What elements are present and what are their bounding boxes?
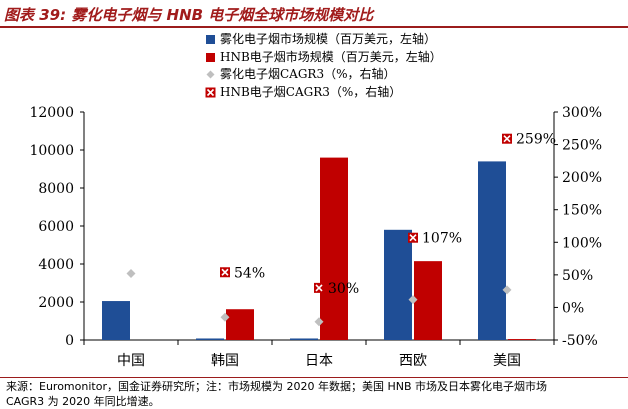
chart-title: 图表 39: 雾化电子烟与 HNB 电子烟全球市场规模对比 xyxy=(4,6,374,24)
right-axis-tick-label: 300% xyxy=(562,105,602,121)
legend-label: 雾化电子烟CAGR3（%，右轴） xyxy=(220,67,396,81)
left-axis-tick-label: 0 xyxy=(65,333,74,349)
marker-vapor-cagr xyxy=(126,269,136,279)
left-axis-tick-label: 12000 xyxy=(29,105,74,121)
left-axis-tick-label: 6000 xyxy=(38,219,74,235)
source-note-line2: CAGR3 为 2020 年同比增速。 xyxy=(6,395,160,408)
source-note-line1: 来源：Euromonitor，国金证券研究所；注：市场规模为 2020 年数据；… xyxy=(6,380,547,393)
marker-vapor-cagr xyxy=(408,295,418,305)
data-label-hnb-cagr: 107% xyxy=(422,231,462,247)
legend-item-vapor-size: 雾化电子烟市场规模（百万美元，左轴） xyxy=(205,31,442,49)
marker-hnb-cagr-cross xyxy=(503,135,511,143)
legend-label: HNB电子烟CAGR3（%，右轴） xyxy=(220,84,402,99)
legend: 雾化电子烟市场规模（百万美元，左轴） HNB电子烟市场规模（百万美元，左轴） 雾… xyxy=(205,31,442,101)
x-axis-category-label: 美国 xyxy=(493,353,521,369)
x-axis-category-label: 韩国 xyxy=(211,353,239,369)
right-axis-tick-label: 150% xyxy=(562,203,602,219)
right-axis-tick-label: 0% xyxy=(562,300,584,316)
x-axis-category-label: 日本 xyxy=(305,353,333,369)
marker-vapor-cagr xyxy=(220,312,230,322)
bar-vapor-size xyxy=(196,338,224,340)
x-axis-category-label: 西欧 xyxy=(399,353,427,369)
right-axis-tick-label: 50% xyxy=(562,268,593,284)
chart-area: 0 2000 4000 6000 8000 10000 12000 -50% 0% 50% 100%… xyxy=(0,100,628,378)
bar-vapor-size xyxy=(102,301,130,340)
legend-swatch-diamond xyxy=(206,70,215,79)
legend-label: HNB电子烟市场规模（百万美元，左轴） xyxy=(220,49,442,64)
chart-svg: 0 2000 4000 6000 8000 10000 12000 -50% 0% 50% 100%… xyxy=(29,105,602,369)
bar-hnb-size xyxy=(508,339,536,340)
right-axis-tick-label: 250% xyxy=(562,138,602,154)
data-label-hnb-cagr: 54% xyxy=(234,265,265,281)
right-axis-tick-label: 100% xyxy=(562,235,602,251)
legend-item-hnb-size: HNB电子烟市场规模（百万美元，左轴） xyxy=(205,49,442,67)
marker-hnb-cagr-cross xyxy=(315,284,323,292)
left-axis-tick-label: 2000 xyxy=(38,295,74,311)
bar-vapor-size xyxy=(478,161,506,340)
bar-hnb-size xyxy=(414,261,442,340)
bar-vapor-size xyxy=(290,338,318,340)
marker-hnb-cagr-cross xyxy=(221,268,229,276)
legend-swatch-square-blue xyxy=(206,35,215,44)
right-axis-tick-label: 200% xyxy=(562,170,602,186)
marker-hnb-cagr-cross xyxy=(409,234,417,242)
data-label-hnb-cagr: 30% xyxy=(328,281,359,297)
left-axis-tick-label: 4000 xyxy=(38,257,74,273)
source-note: 来源：Euromonitor，国金证券研究所；注：市场规模为 2020 年数据；… xyxy=(0,377,628,409)
legend-swatch-x-square xyxy=(205,87,216,97)
left-axis-tick-label: 8000 xyxy=(38,181,74,197)
legend-item-hnb-cagr: HNB电子烟CAGR3（%，右轴） xyxy=(205,84,442,102)
legend-label: 雾化电子烟市场规模（百万美元，左轴） xyxy=(220,32,437,46)
data-label-hnb-cagr: 259% xyxy=(516,132,556,148)
bar-hnb-size xyxy=(226,309,254,340)
left-axis-tick-label: 10000 xyxy=(29,143,74,159)
bar-vapor-size xyxy=(384,229,412,340)
x-axis-category-label: 中国 xyxy=(117,353,145,369)
marker-vapor-cagr xyxy=(314,317,324,327)
title-bar: 图表 39: 雾化电子烟与 HNB 电子烟全球市场规模对比 xyxy=(0,0,628,28)
bar-hnb-size xyxy=(320,157,348,340)
legend-item-vapor-cagr: 雾化电子烟CAGR3（%，右轴） xyxy=(205,66,442,84)
right-axis-tick-label: -50% xyxy=(562,333,598,349)
legend-swatch-square-red xyxy=(206,52,215,62)
marker-vapor-cagr xyxy=(502,285,512,295)
